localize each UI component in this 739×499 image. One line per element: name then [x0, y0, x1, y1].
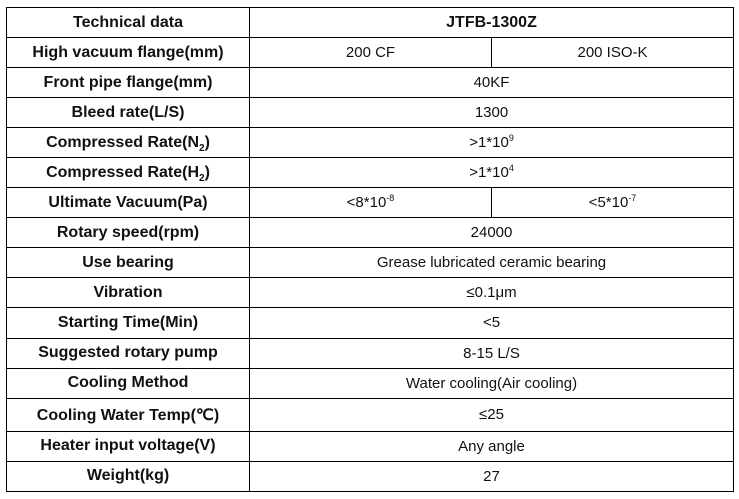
value-ultimate-vacuum-b: <5*10-7	[490, 187, 735, 219]
row-label-heater-voltage: Heater input voltage(V)	[6, 430, 250, 462]
table-row-cooling-method: Cooling Method Water cooling(Air cooling…	[6, 367, 735, 399]
value-ultimate-vacuum-a: <8*10-8	[249, 187, 492, 219]
table-row-front-pipe-flange: Front pipe flange(mm) 40KF	[6, 67, 735, 99]
label-close: )	[204, 133, 210, 151]
table-row-compressed-rate-h2: Compressed Rate(H2) >1*104	[6, 157, 735, 189]
row-label-weight: Weight(kg)	[6, 460, 250, 493]
label-text: Compressed Rate(H	[46, 163, 200, 181]
value-compressed-rate-h2: >1*104	[248, 157, 735, 189]
table-row-bleed-rate: Bleed rate(L/S) 1300	[6, 97, 735, 129]
table-row-suggested-pump: Suggested rotary pump 8-15 L/S	[6, 337, 735, 369]
value-base: <5*10	[588, 194, 629, 212]
row-label-vibration: Vibration	[6, 277, 250, 309]
header-model: JTFB-1300Z	[248, 6, 735, 39]
table-row-use-bearing: Use bearing Grease lubricated ceramic be…	[6, 247, 735, 279]
value-compressed-rate-n2: >1*109	[248, 127, 735, 159]
table-row-header: Technical data JTFB-1300Z	[6, 6, 735, 39]
technical-data-table: Technical data JTFB-1300Z High vacuum fl…	[6, 6, 735, 493]
header-label: Technical data	[6, 6, 250, 39]
value-exponent: 4	[508, 163, 514, 174]
value-cooling-water-temp: ≤25	[248, 397, 735, 432]
label-text: Compressed Rate(N	[46, 133, 200, 151]
value-exponent: -8	[386, 193, 395, 204]
value-cooling-method: Water cooling(Air cooling)	[248, 367, 735, 399]
table-row-weight: Weight(kg) 27	[6, 460, 735, 493]
value-high-vacuum-flange-iso: 200 ISO-K	[490, 37, 735, 69]
value-vibration: ≤0.1μm	[248, 277, 735, 309]
value-exponent: -7	[628, 193, 637, 204]
value-base: >1*10	[469, 134, 509, 152]
table-row-vibration: Vibration ≤0.1μm	[6, 277, 735, 309]
value-exponent: 9	[508, 133, 514, 144]
row-label-ultimate-vacuum: Ultimate Vacuum(Pa)	[6, 187, 250, 219]
value-weight: 27	[248, 460, 735, 493]
value-base: <8*10	[346, 194, 387, 212]
table-row-compressed-rate-n2: Compressed Rate(N2) >1*109	[6, 127, 735, 159]
row-label-high-vacuum-flange: High vacuum flange(mm)	[6, 37, 250, 69]
row-label-use-bearing: Use bearing	[6, 247, 250, 279]
row-label-compressed-rate-h2: Compressed Rate(H2)	[6, 157, 250, 189]
table-row-cooling-water-temp: Cooling Water Temp(℃) ≤25	[6, 397, 735, 432]
table-row-heater-voltage: Heater input voltage(V) Any angle	[6, 430, 735, 462]
label-close: )	[204, 163, 210, 181]
row-label-front-pipe-flange: Front pipe flange(mm)	[6, 67, 250, 99]
table-row-starting-time: Starting Time(Min) <5	[6, 307, 735, 339]
value-high-vacuum-flange-cf: 200 CF	[249, 37, 492, 69]
row-label-bleed-rate: Bleed rate(L/S)	[6, 97, 250, 129]
value-base: >1*10	[469, 164, 509, 182]
label-subscript: 2	[199, 142, 205, 154]
value-starting-time: <5	[248, 307, 735, 339]
value-heater-voltage: Any angle	[248, 430, 735, 462]
table-row-ultimate-vacuum: Ultimate Vacuum(Pa) <8*10-8 <5*10-7	[6, 187, 735, 219]
table-row-rotary-speed: Rotary speed(rpm) 24000	[6, 217, 735, 249]
value-rotary-speed: 24000	[248, 217, 735, 249]
row-label-compressed-rate-n2: Compressed Rate(N2)	[6, 127, 250, 159]
label-subscript: 2	[199, 172, 205, 184]
table-row-high-vacuum-flange: High vacuum flange(mm) 200 CF 200 ISO-K	[6, 37, 735, 69]
row-label-starting-time: Starting Time(Min)	[6, 307, 250, 339]
value-suggested-pump: 8-15 L/S	[248, 337, 735, 369]
row-label-suggested-pump: Suggested rotary pump	[6, 337, 250, 369]
value-use-bearing: Grease lubricated ceramic bearing	[248, 247, 735, 279]
row-label-cooling-water-temp: Cooling Water Temp(℃)	[6, 397, 250, 432]
value-bleed-rate: 1300	[248, 97, 735, 129]
row-label-rotary-speed: Rotary speed(rpm)	[6, 217, 250, 249]
row-label-cooling-method: Cooling Method	[6, 367, 250, 399]
value-front-pipe-flange: 40KF	[248, 67, 735, 99]
